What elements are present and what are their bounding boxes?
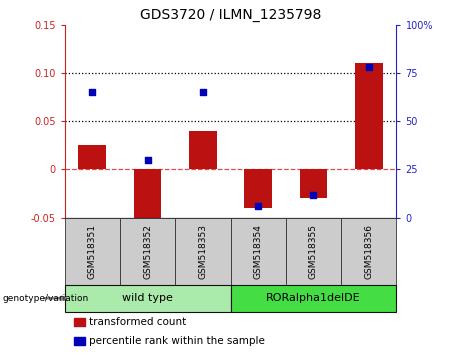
- Text: GSM518355: GSM518355: [309, 224, 318, 279]
- Bar: [189, 131, 217, 170]
- Text: GSM518356: GSM518356: [364, 224, 373, 279]
- Bar: [230, 218, 286, 285]
- Bar: [175, 218, 230, 285]
- Text: GSM518353: GSM518353: [198, 224, 207, 279]
- Point: [199, 90, 207, 95]
- Bar: [65, 218, 120, 285]
- Title: GDS3720 / ILMN_1235798: GDS3720 / ILMN_1235798: [140, 8, 321, 22]
- Bar: [120, 218, 175, 285]
- Bar: [286, 218, 341, 285]
- Text: GSM518351: GSM518351: [88, 224, 97, 279]
- Bar: [78, 145, 106, 170]
- Point: [144, 157, 151, 163]
- Point: [365, 64, 372, 70]
- Text: GSM518352: GSM518352: [143, 224, 152, 279]
- Text: genotype/variation: genotype/variation: [2, 294, 89, 303]
- Bar: [230, 285, 396, 312]
- Text: percentile rank within the sample: percentile rank within the sample: [89, 336, 265, 346]
- Bar: [65, 285, 230, 312]
- Text: transformed count: transformed count: [89, 317, 186, 327]
- Point: [310, 192, 317, 198]
- Point: [89, 90, 96, 95]
- Bar: [355, 63, 383, 170]
- Bar: [134, 170, 161, 229]
- Bar: [300, 170, 327, 198]
- Point: [254, 203, 262, 209]
- Text: RORalpha1delDE: RORalpha1delDE: [266, 293, 361, 303]
- Bar: [244, 170, 272, 208]
- Bar: [341, 218, 396, 285]
- Text: wild type: wild type: [122, 293, 173, 303]
- Text: GSM518354: GSM518354: [254, 224, 263, 279]
